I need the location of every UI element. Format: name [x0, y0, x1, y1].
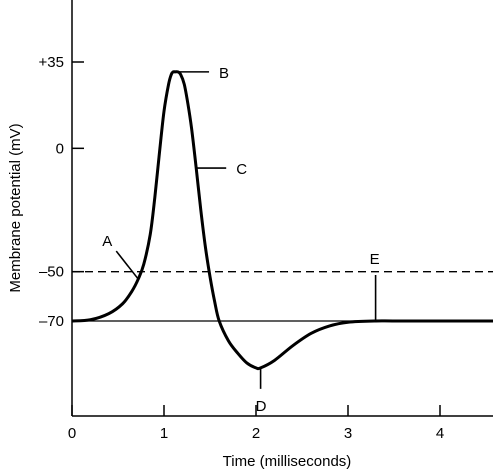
y-tick-label: 0	[56, 140, 64, 157]
reference-lines	[72, 270, 493, 322]
annotation-label-c: C	[236, 161, 247, 178]
y-tick-label: –70	[39, 313, 64, 330]
annotation-label-e: E	[370, 251, 380, 268]
membrane-potential-curve	[71, 70, 493, 371]
y-axis-label: Membrane potential (mV)	[7, 123, 24, 292]
annotation-label-b: B	[219, 65, 229, 82]
x-tick-label: 2	[252, 425, 260, 442]
annotations: A B C D E	[102, 65, 379, 415]
x-tick-label: 1	[160, 425, 168, 442]
x-tick-label: 0	[68, 425, 76, 442]
y-ticks: +35 0 –50 –70	[39, 54, 84, 330]
x-axis-label: Time (milliseconds)	[223, 453, 352, 470]
y-tick-label: +35	[39, 54, 64, 71]
x-tick-label: 4	[436, 425, 444, 442]
annotation-label-a: A	[102, 233, 112, 250]
y-tick-label: –50	[39, 264, 64, 281]
x-ticks: 0 1 2 3 4	[68, 405, 444, 442]
series-group	[71, 70, 493, 371]
annotation-leader-a	[115, 250, 139, 280]
x-tick-label: 3	[344, 425, 352, 442]
annotation-label-d: D	[256, 398, 267, 415]
axes	[71, 0, 493, 417]
